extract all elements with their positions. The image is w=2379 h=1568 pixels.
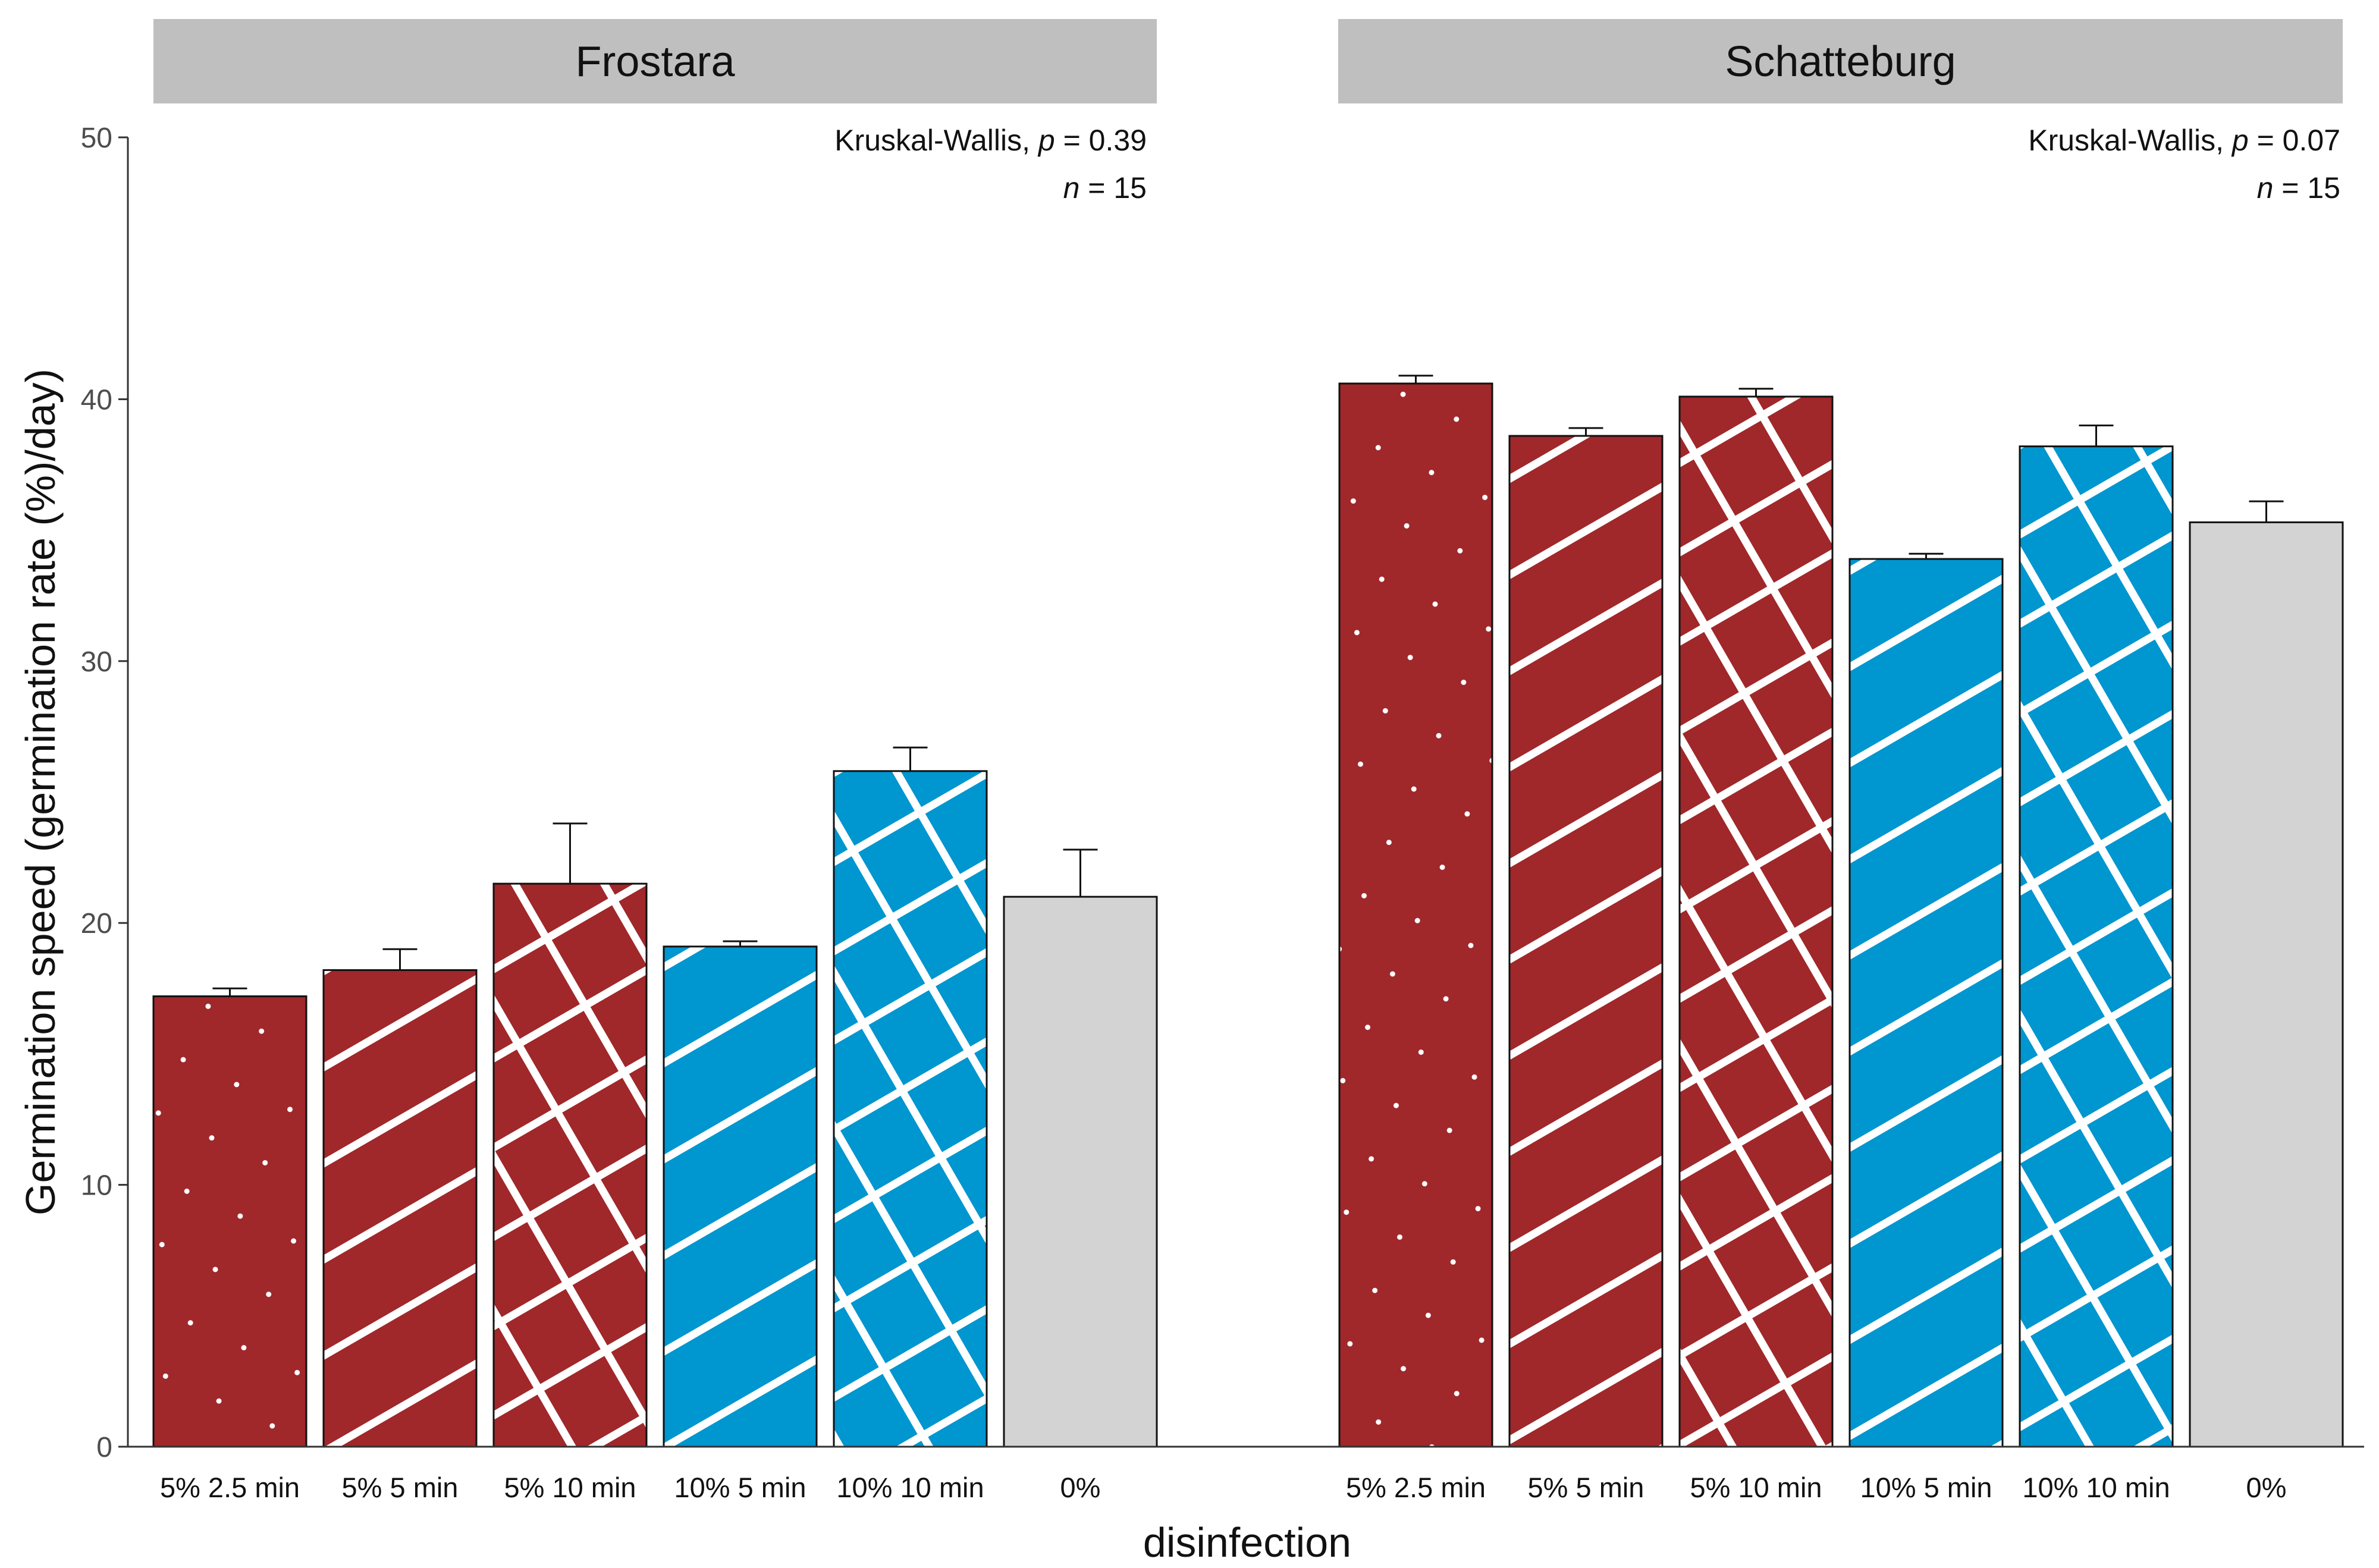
x-tick-label: 0%: [1060, 1472, 1101, 1503]
bar: [152, 995, 307, 1448]
y-tick-label: 10: [81, 1170, 112, 1202]
y-tick-label: 20: [81, 908, 112, 939]
y-tick-label: 40: [81, 384, 112, 416]
x-tick-label: 10% 10 min: [2022, 1472, 2170, 1503]
x-tick-label: 5% 5 min: [342, 1472, 459, 1503]
x-tick-label: 10% 10 min: [836, 1472, 984, 1503]
stat-annotation: Kruskal-Wallis, p = 0.07: [2028, 124, 2340, 157]
panel-strip: [1338, 19, 2343, 103]
bar: [492, 882, 648, 1448]
panel-title: Frostara: [575, 38, 735, 86]
x-axis-title: disinfection: [1143, 1519, 1351, 1566]
y-tick-label: 50: [81, 122, 112, 154]
x-tick-label: 0%: [2246, 1472, 2287, 1503]
x-tick-label: 5% 10 min: [504, 1472, 636, 1503]
bar: [1678, 395, 1834, 1448]
x-tick-label: 5% 2.5 min: [1346, 1472, 1486, 1503]
y-tick-label: 30: [81, 646, 112, 678]
sample-size-annotation: n = 15: [1063, 171, 1147, 205]
stat-annotation: Kruskal-Wallis, p = 0.39: [834, 124, 1147, 157]
bar: [2189, 521, 2344, 1448]
bar: [1848, 558, 2004, 1448]
panel-title: Schatteburg: [1725, 38, 1956, 86]
x-tick-label: 5% 10 min: [1690, 1472, 1822, 1503]
x-tick-label: 5% 2.5 min: [160, 1472, 300, 1503]
panel-strip: [153, 19, 1157, 103]
bar: [1003, 895, 1158, 1448]
y-tick-label: 0: [96, 1432, 112, 1463]
y-axis-title: Germination speed (germination rate (%)/…: [17, 369, 64, 1215]
x-tick-label: 5% 5 min: [1528, 1472, 1644, 1503]
bar: [833, 770, 988, 1448]
x-tick-label: 10% 5 min: [1860, 1472, 1992, 1503]
sample-size-annotation: n = 15: [2257, 171, 2340, 205]
bar: [663, 945, 818, 1448]
bar: [322, 969, 478, 1448]
bar: [1338, 382, 1493, 1448]
x-tick-label: 10% 5 min: [674, 1472, 806, 1503]
bar: [2019, 445, 2174, 1448]
bar: [1508, 435, 1664, 1448]
